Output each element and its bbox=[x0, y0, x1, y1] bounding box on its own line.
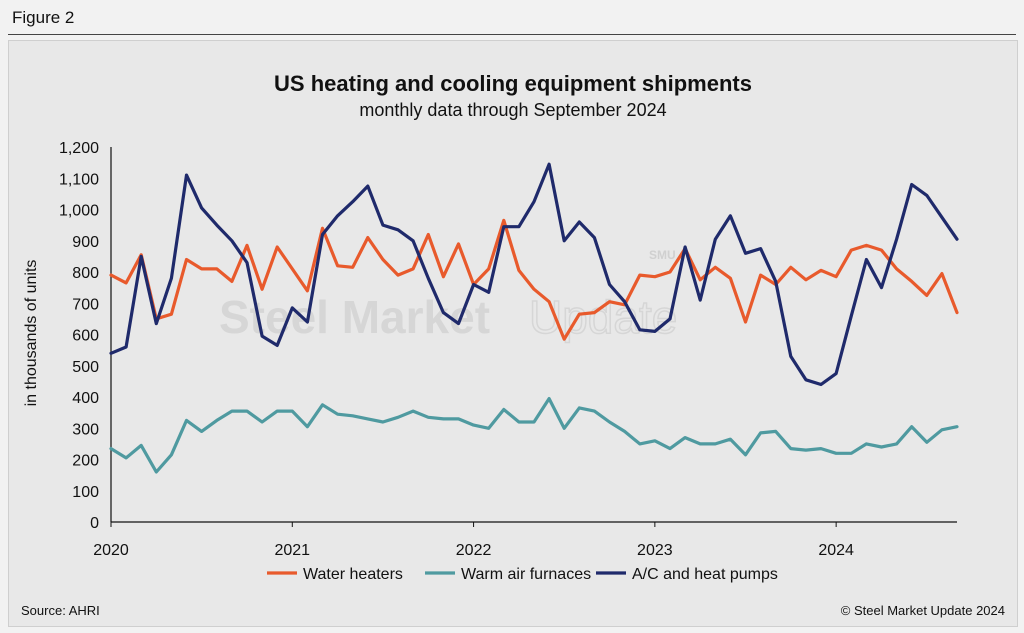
y-tick-label: 600 bbox=[72, 328, 99, 345]
figure-divider bbox=[8, 34, 1016, 35]
chart-subtitle: monthly data through September 2024 bbox=[359, 100, 667, 120]
y-tick-label: 900 bbox=[72, 234, 99, 251]
y-tick-label: 100 bbox=[72, 484, 99, 501]
watermark-logo: SMU bbox=[649, 248, 676, 262]
y-tick-label: 300 bbox=[72, 421, 99, 438]
legend-label: A/C and heat pumps bbox=[632, 566, 778, 583]
y-tick-label: 500 bbox=[72, 359, 99, 376]
watermark: Steel Market Update SMU bbox=[219, 248, 678, 344]
figure-label: Figure 2 bbox=[12, 8, 75, 27]
series-layer bbox=[109, 162, 959, 474]
legend-label: Warm air furnaces bbox=[461, 566, 591, 583]
chart-panel: US heating and cooling equipment shipmen… bbox=[8, 40, 1018, 627]
y-tick-label: 400 bbox=[72, 390, 99, 407]
y-tick-label: 1,200 bbox=[59, 140, 99, 157]
y-tick-label: 0 bbox=[90, 515, 99, 532]
line-chart: Steel Market Update SMU 0 100 200 300 400 500… bbox=[23, 140, 959, 583]
legend: Water heaters Warm air furnaces A/C and he… bbox=[267, 566, 778, 583]
y-axis: 0 100 200 300 400 500 600 700 800 900 1,000 1,100 1,… bbox=[59, 140, 112, 532]
y-tick-label: 1,100 bbox=[59, 171, 99, 188]
x-tick-label: 2023 bbox=[637, 542, 673, 559]
y-tick-label: 700 bbox=[72, 296, 99, 313]
x-tick-label: 2024 bbox=[818, 542, 854, 559]
legend-label: Water heaters bbox=[303, 566, 403, 583]
y-tick-label: 200 bbox=[72, 453, 99, 470]
series-line-3 bbox=[109, 162, 959, 387]
y-axis-label: in thousands of units bbox=[23, 260, 40, 407]
source-note: Source: AHRI bbox=[21, 603, 100, 618]
y-tick-label: 800 bbox=[72, 265, 99, 282]
x-tick-label: 2021 bbox=[274, 542, 310, 559]
watermark-word-2: Update bbox=[529, 291, 677, 343]
series-line-1 bbox=[109, 218, 959, 341]
watermark-word-1: Steel Market bbox=[219, 291, 490, 343]
chart-title: US heating and cooling equipment shipmen… bbox=[274, 71, 752, 96]
y-tick-label: 1,000 bbox=[59, 203, 99, 220]
series-line-2 bbox=[109, 397, 959, 474]
x-axis: 2020 2021 2022 2023 2024 bbox=[93, 521, 957, 559]
x-tick-label: 2020 bbox=[93, 542, 129, 559]
x-tick-label: 2022 bbox=[456, 542, 492, 559]
copyright-note: © Steel Market Update 2024 bbox=[840, 603, 1005, 618]
